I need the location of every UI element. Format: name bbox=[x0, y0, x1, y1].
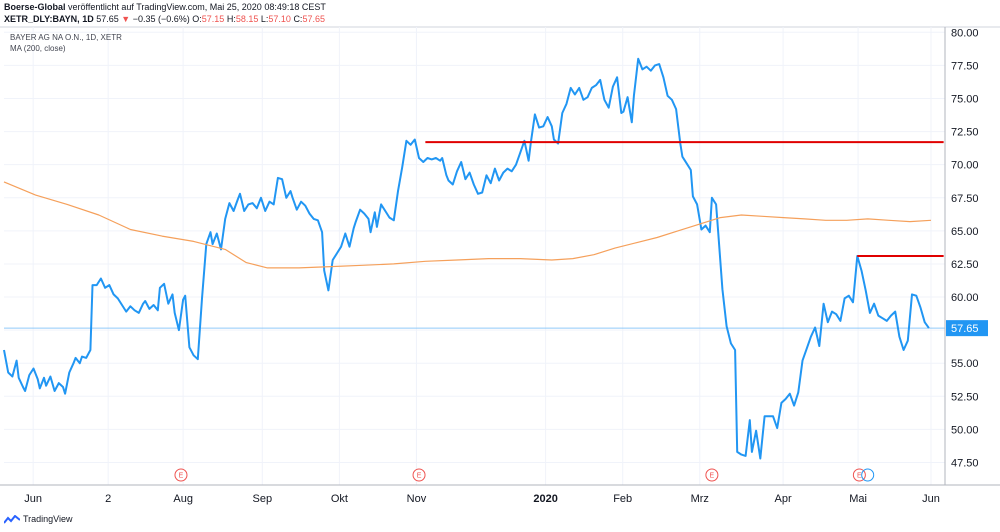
y-tick-label: 72.50 bbox=[951, 127, 979, 139]
close-value: 57.65 bbox=[302, 14, 325, 24]
earnings-event-marker[interactable] bbox=[705, 468, 719, 482]
published-line: Boerse-Global veröffentlicht auf Trading… bbox=[4, 2, 326, 12]
indicator-legend: MA (200, close) bbox=[10, 44, 66, 53]
last-price-value: 57.65 bbox=[951, 323, 979, 335]
published-text: veröffentlicht auf TradingView.com, Mai … bbox=[68, 2, 326, 12]
x-tick-label: Okt bbox=[331, 493, 348, 505]
symbol-line: XETR_DLY:BAYN, 1D 57.65 ▼ −0.35 (−0.6%) … bbox=[4, 14, 325, 24]
price-series-line bbox=[3, 57, 930, 460]
y-tick-label: 67.50 bbox=[951, 193, 979, 205]
y-axis: 80.00 77.50 75.00 72.50 70.00 67.50 65.00 62.50… bbox=[951, 27, 979, 469]
last-price-box bbox=[946, 320, 988, 337]
earnings-event-label: E bbox=[417, 473, 422, 480]
tradingview-logo-icon bbox=[4, 514, 20, 524]
footer: TradingView bbox=[4, 514, 73, 524]
resistance-lines bbox=[425, 141, 944, 257]
x-tick-label: Nov bbox=[407, 493, 427, 505]
y-tick-label: 50.00 bbox=[951, 424, 979, 436]
y-tick-label: 55.00 bbox=[951, 358, 979, 370]
earnings-event-marker[interactable] bbox=[412, 468, 426, 482]
x-tick-label: Sep bbox=[253, 493, 273, 505]
last-price-label: 57.65 bbox=[946, 320, 988, 337]
price-change: −0.35 (−0.6%) bbox=[132, 14, 190, 24]
earnings-event-label: E bbox=[179, 473, 184, 480]
earnings-event-marker[interactable] bbox=[174, 468, 188, 482]
y-tick-label: 47.50 bbox=[951, 457, 979, 469]
x-tick-label: Aug bbox=[173, 493, 193, 505]
x-axis: Jun 2 Aug Sep Okt Nov 2020 Feb Mrz Apr Mai Jun bbox=[24, 493, 940, 505]
y-tick-label: 52.50 bbox=[951, 391, 979, 403]
high-label: H: bbox=[226, 14, 236, 24]
earnings-event-label: E bbox=[710, 473, 715, 480]
x-tick-label: 2 bbox=[105, 493, 111, 505]
high-value: 58.15 bbox=[235, 14, 259, 24]
grid-lines bbox=[4, 27, 945, 485]
moving-average-line bbox=[3, 181, 932, 269]
x-tick-label: Feb bbox=[613, 493, 632, 505]
footer-brand: TradingView bbox=[23, 514, 73, 524]
y-tick-label: 75.00 bbox=[951, 93, 979, 105]
close-label: C: bbox=[293, 14, 303, 24]
low-value: 57.10 bbox=[268, 14, 291, 24]
y-tick-label: 77.50 bbox=[951, 60, 979, 72]
open-label: O: bbox=[192, 14, 202, 24]
x-tick-label: Jun bbox=[24, 493, 42, 505]
y-tick-label: 80.00 bbox=[951, 27, 979, 39]
x-tick-label: Apr bbox=[775, 493, 792, 505]
series-layer bbox=[3, 57, 932, 460]
x-tick-label: 2020 bbox=[533, 493, 557, 505]
chart-legend-title: BAYER AG NA O.N., 1D, XETR bbox=[10, 33, 122, 42]
y-tick-label: 70.00 bbox=[951, 160, 979, 172]
y-tick-label: 65.00 bbox=[951, 226, 979, 238]
last-price: 57.65 bbox=[96, 14, 119, 24]
symbol-name: XETR_DLY:BAYN, 1D bbox=[4, 14, 94, 24]
change-arrow-icon: ▼ bbox=[121, 14, 131, 24]
dividend-event-marker[interactable] bbox=[861, 468, 875, 482]
low-label: L: bbox=[260, 14, 269, 24]
x-tick-label: Mrz bbox=[691, 493, 709, 505]
y-tick-label: 62.50 bbox=[951, 259, 979, 271]
y-tick-label: 60.00 bbox=[951, 292, 979, 304]
earnings-event-label: E bbox=[857, 473, 862, 480]
publisher-name: Boerse-Global bbox=[4, 2, 66, 12]
open-value: 57.15 bbox=[201, 14, 225, 24]
x-tick-label: Jun bbox=[922, 493, 940, 505]
x-tick-label: Mai bbox=[849, 493, 867, 505]
